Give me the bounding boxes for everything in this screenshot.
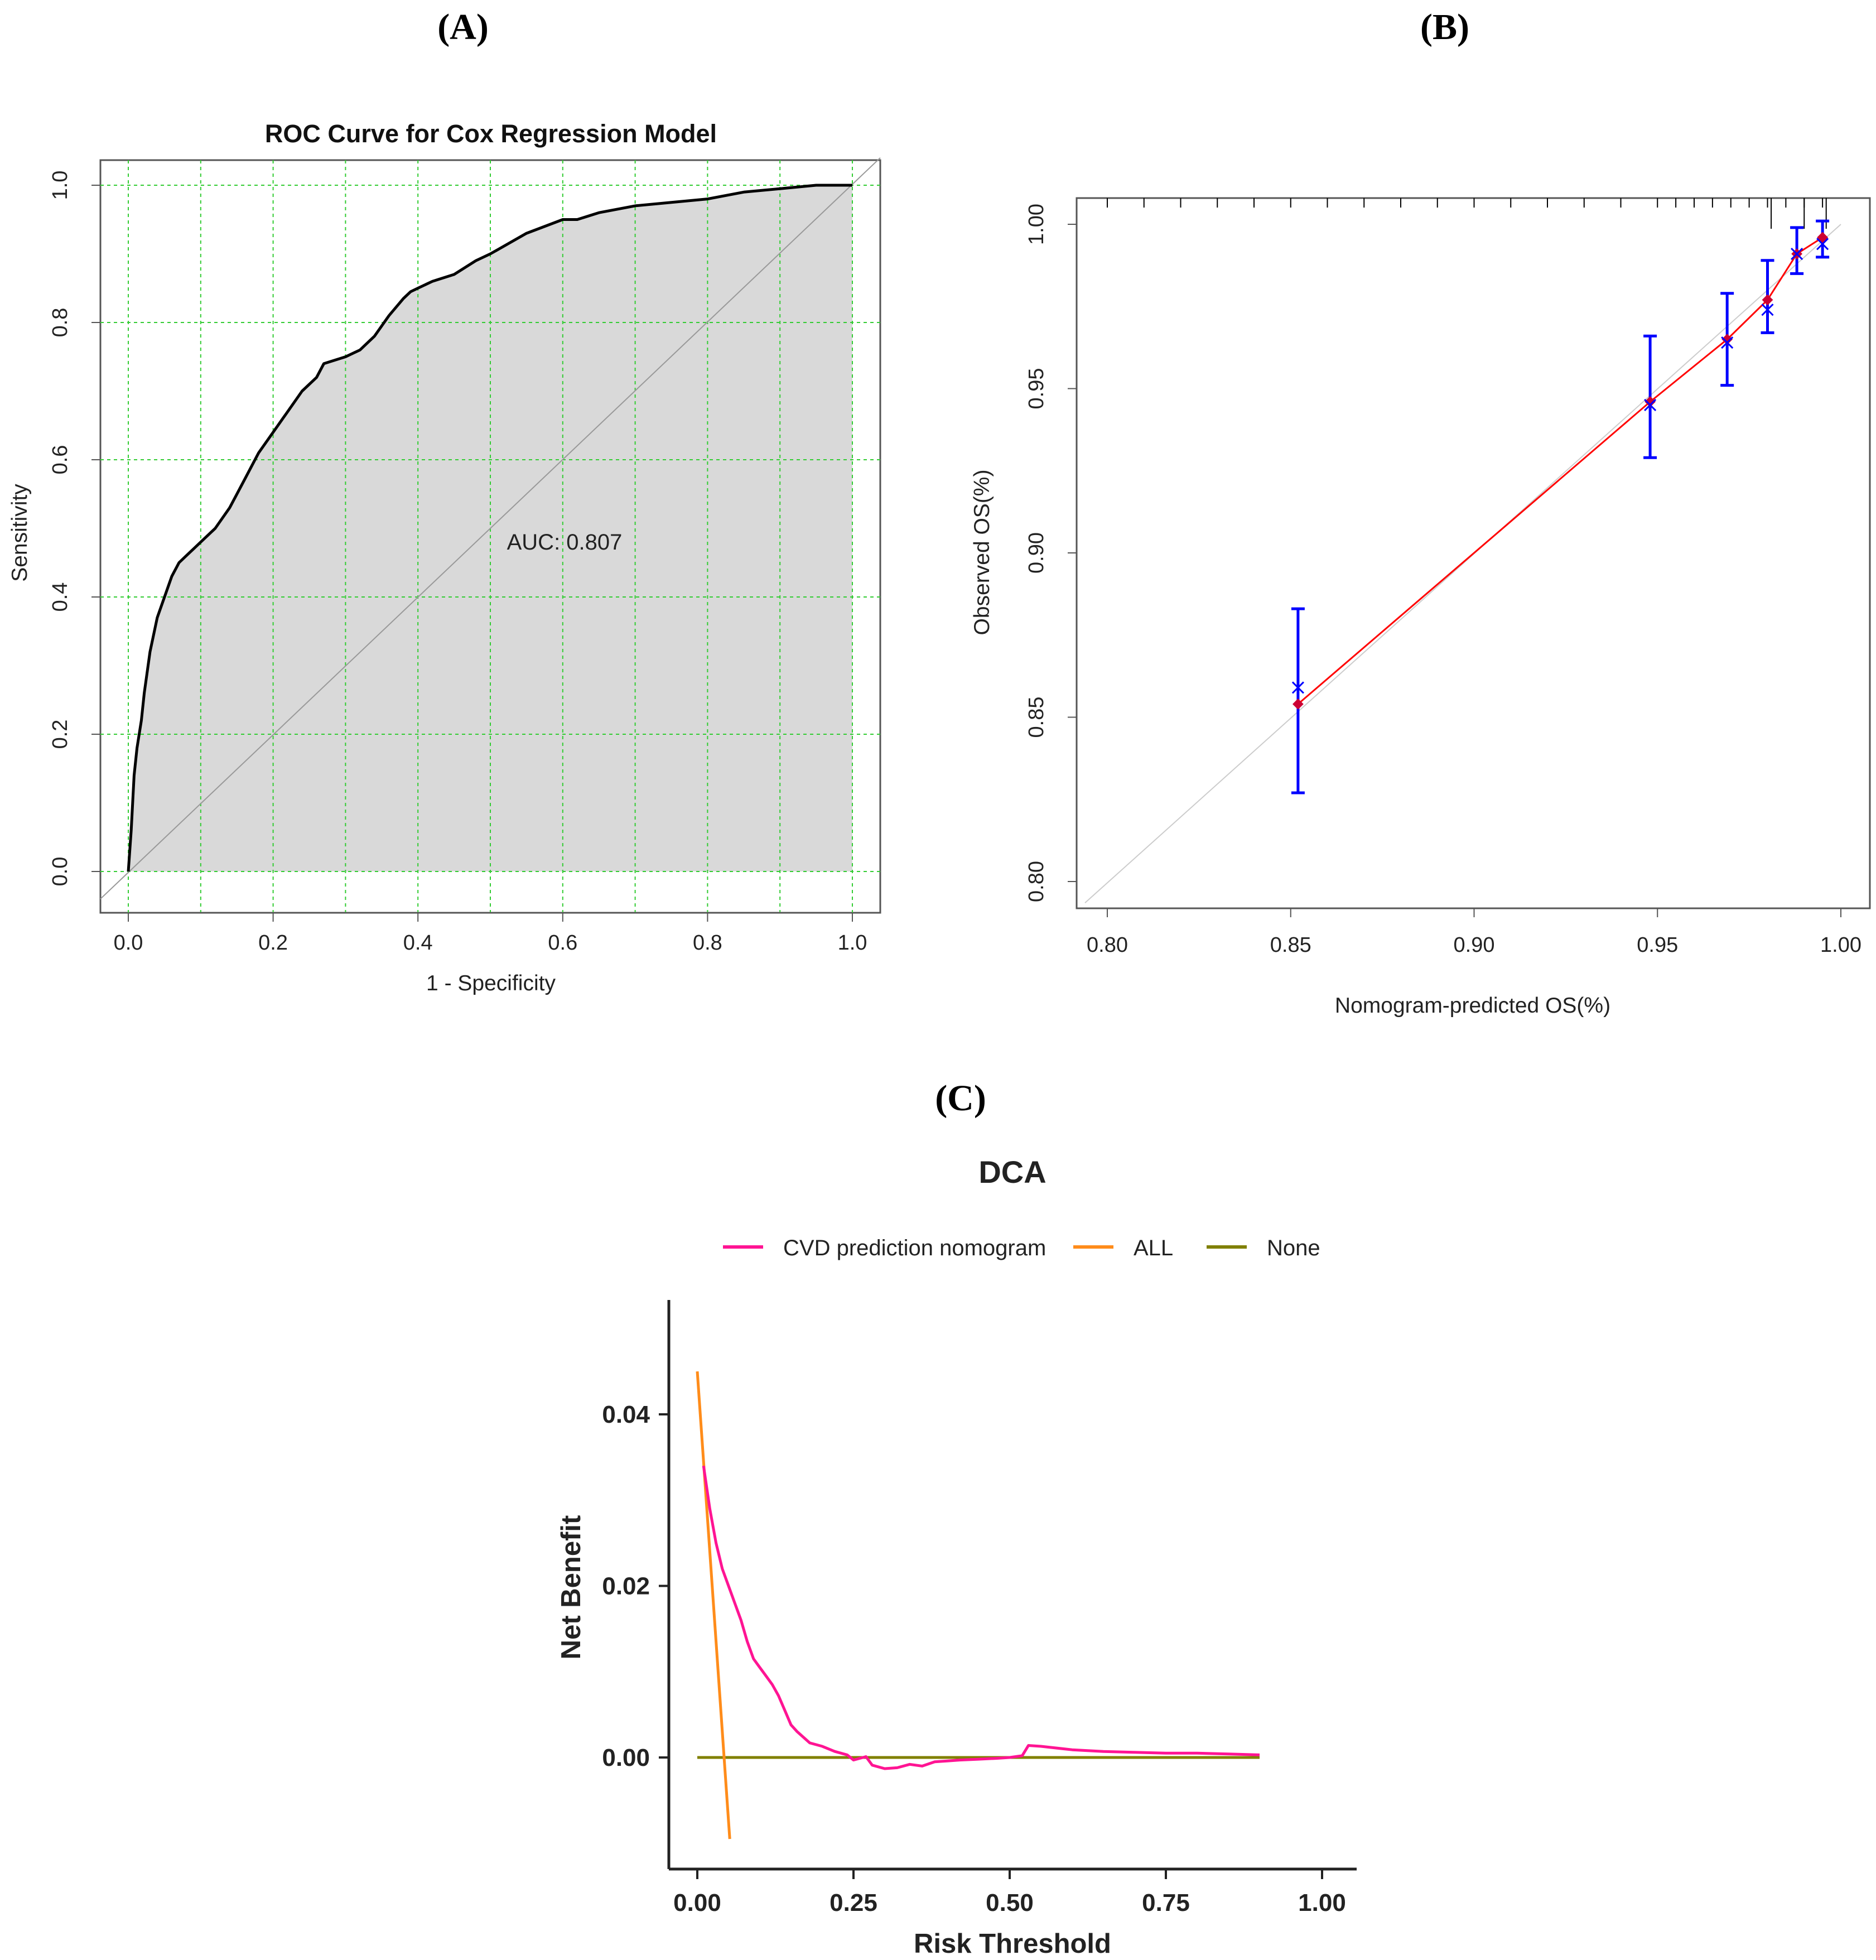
roc-y-tick-label: 0.4 xyxy=(49,582,72,612)
panel-label-c: (C) xyxy=(935,1078,986,1119)
calibration-chart: 0.80 0.85 0.90 0.95 1.00 0.80 0.85 0.90 0.95 1.0… xyxy=(970,197,1871,1018)
dca-y-axis: 0.00 0.02 0.04 xyxy=(602,1401,669,1771)
auc-annotation: AUC: 0.807 xyxy=(507,530,623,555)
calibration-line xyxy=(1297,237,1823,705)
calibration-y-tick-label: 0.95 xyxy=(1025,368,1048,410)
dca-y-tick-label: 0.04 xyxy=(602,1401,650,1428)
calibration-point xyxy=(1293,699,1304,710)
dca-y-axis-label: Net Benefit xyxy=(556,1515,586,1660)
roc-x-tick-label: 1.0 xyxy=(838,931,867,955)
roc-y-tick-label: 0.0 xyxy=(49,857,72,887)
roc-x-tick-label: 0.4 xyxy=(403,931,433,955)
dca-x-axis-label: Risk Threshold xyxy=(914,1929,1111,1959)
roc-diagonal-layer xyxy=(100,157,881,899)
calibration-x-tick-label: 0.80 xyxy=(1087,933,1128,957)
roc-y-axis: 0.0 0.2 0.4 0.6 0.8 1.0 xyxy=(49,171,100,887)
calibration-y-tick-label: 0.85 xyxy=(1025,697,1048,738)
dca-axes xyxy=(667,1300,1357,1871)
calibration-points xyxy=(1291,232,1829,710)
calibration-rug xyxy=(1107,198,1827,229)
roc-curve-layer xyxy=(127,184,852,872)
roc-chart: ROC Curve for Cox Regression Model 0.0 0.… xyxy=(8,119,881,995)
roc-y-tick-label: 0.6 xyxy=(49,445,72,475)
calibration-observed-mark xyxy=(1816,238,1829,251)
roc-x-tick-label: 0.8 xyxy=(693,931,722,955)
calibration-x-tick-label: 0.95 xyxy=(1637,933,1678,957)
dca-chart: DCA CVD prediction nomogram ALL None 0.00 0… xyxy=(556,1154,1357,1959)
dca-legend-label: ALL xyxy=(1134,1236,1173,1260)
calibration-point xyxy=(1644,396,1656,407)
roc-reference-diagonal xyxy=(100,157,881,899)
calibration-line-layer xyxy=(1297,237,1823,705)
calibration-point xyxy=(1721,334,1733,345)
calibration-observed-mark xyxy=(1721,336,1734,349)
calibration-y-tick-label: 0.80 xyxy=(1025,861,1048,902)
dca-line-nomogram xyxy=(702,1465,1260,1770)
roc-x-tick-label: 0.2 xyxy=(258,931,288,955)
dca-title: DCA xyxy=(978,1154,1046,1190)
dca-line-all xyxy=(696,1371,731,1839)
roc-y-tick-label: 0.2 xyxy=(49,720,72,749)
roc-grid xyxy=(100,160,880,913)
dca-x-tick-label: 1.00 xyxy=(1298,1889,1346,1916)
calibration-x-tick-label: 1.00 xyxy=(1820,933,1861,957)
roc-x-tick-label: 0.6 xyxy=(548,931,577,955)
roc-x-axis-label: 1 - Specificity xyxy=(426,971,556,995)
calibration-x-axis-label: Nomogram-predicted OS(%) xyxy=(1335,994,1610,1018)
panel-label-a: (A) xyxy=(437,7,489,47)
roc-y-tick-label: 0.8 xyxy=(49,308,72,338)
calibration-x-tick-label: 0.90 xyxy=(1454,933,1495,957)
calibration-observed-mark xyxy=(1761,304,1774,316)
roc-chart-title: ROC Curve for Cox Regression Model xyxy=(265,119,717,148)
dca-x-tick-label: 0.50 xyxy=(986,1889,1034,1916)
roc-y-axis-label: Sensitivity xyxy=(8,484,32,582)
roc-x-tick-label: 0.0 xyxy=(114,931,143,955)
roc-x-axis: 0.0 0.2 0.4 0.6 0.8 1.0 xyxy=(114,912,867,955)
dca-legend-label: None xyxy=(1267,1236,1320,1260)
calibration-x-tick-label: 0.85 xyxy=(1270,933,1311,957)
dca-legend: CVD prediction nomogram ALL None xyxy=(723,1236,1320,1260)
dca-y-tick-label: 0.00 xyxy=(602,1744,650,1771)
dca-legend-label: CVD prediction nomogram xyxy=(783,1236,1046,1260)
dca-x-tick-label: 0.00 xyxy=(673,1889,721,1916)
calibration-point xyxy=(1762,294,1773,306)
roc-y-tick-label: 1.0 xyxy=(49,171,72,200)
dca-x-tick-label: 0.75 xyxy=(1142,1889,1190,1916)
calibration-y-axis: 0.80 0.85 0.90 0.95 1.00 xyxy=(1025,204,1077,902)
dca-lines-layer xyxy=(696,1371,1260,1839)
roc-curve xyxy=(127,184,852,872)
dca-x-tick-label: 0.25 xyxy=(830,1889,877,1916)
calibration-observed-mark xyxy=(1791,247,1803,261)
panel-label-b: (B) xyxy=(1420,7,1469,47)
dca-x-axis: 0.00 0.25 0.50 0.75 1.00 xyxy=(673,1869,1346,1916)
calibration-x-axis: 0.80 0.85 0.90 0.95 1.00 xyxy=(1087,908,1861,957)
calibration-y-axis-label: Observed OS(%) xyxy=(970,470,994,635)
calibration-observed-mark xyxy=(1644,398,1657,412)
dca-y-tick-label: 0.02 xyxy=(602,1573,650,1600)
calibration-observed-mark xyxy=(1291,681,1304,694)
calibration-y-tick-label: 1.00 xyxy=(1025,204,1048,245)
calibration-y-tick-label: 0.90 xyxy=(1025,532,1048,574)
